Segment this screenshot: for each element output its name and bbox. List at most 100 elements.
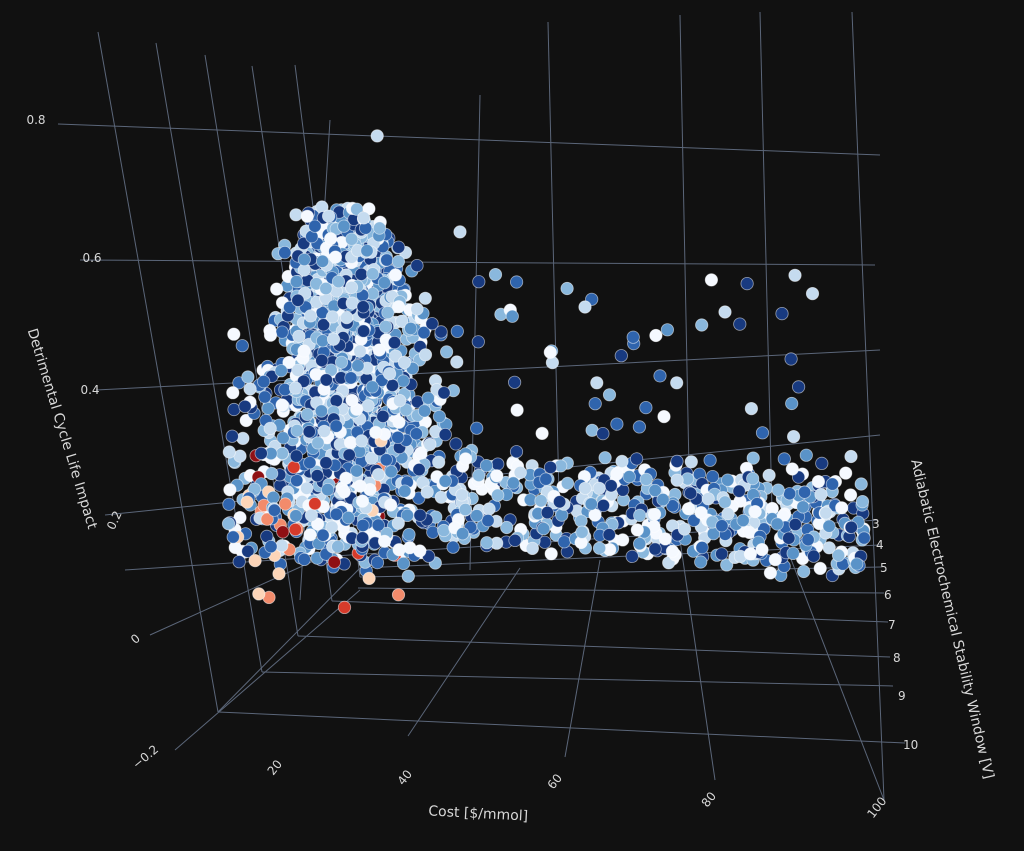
data-point bbox=[289, 208, 303, 222]
data-point bbox=[665, 499, 680, 513]
data-point bbox=[733, 317, 747, 331]
data-point bbox=[560, 281, 574, 296]
data-point bbox=[288, 381, 303, 395]
data-point bbox=[310, 469, 324, 483]
data-point bbox=[744, 401, 759, 416]
data-point bbox=[590, 376, 604, 390]
gridline bbox=[564, 559, 601, 758]
z-axis-title: Detrimental Cycle Life Impact bbox=[24, 327, 101, 532]
data-point bbox=[264, 539, 278, 554]
data-point bbox=[337, 600, 352, 615]
data-point bbox=[782, 531, 796, 545]
gridline bbox=[331, 600, 889, 623]
data-point bbox=[257, 374, 271, 389]
data-point bbox=[341, 510, 355, 525]
data-point bbox=[801, 533, 815, 547]
gridline bbox=[261, 671, 894, 687]
data-point bbox=[658, 532, 672, 546]
gridline bbox=[759, 11, 773, 511]
data-point bbox=[417, 404, 432, 418]
data-point bbox=[455, 488, 469, 502]
y-tick-label: 10 bbox=[903, 738, 918, 752]
gridline bbox=[851, 11, 885, 801]
data-point bbox=[835, 501, 849, 515]
data-point bbox=[446, 540, 460, 554]
data-point bbox=[656, 492, 670, 507]
data-point bbox=[379, 453, 393, 467]
data-point bbox=[450, 355, 464, 369]
data-point bbox=[391, 430, 405, 444]
data-point bbox=[705, 469, 720, 484]
data-point bbox=[356, 300, 370, 314]
data-point bbox=[317, 424, 331, 438]
data-point bbox=[241, 544, 255, 558]
data-point bbox=[540, 505, 555, 520]
data-point bbox=[325, 520, 339, 534]
data-point bbox=[796, 500, 810, 514]
data-point bbox=[785, 396, 799, 411]
data-point bbox=[649, 328, 663, 343]
x-tick-label: 80 bbox=[699, 789, 719, 810]
data-point bbox=[278, 246, 292, 260]
data-point bbox=[316, 528, 330, 542]
data-point bbox=[807, 549, 821, 563]
data-point bbox=[630, 523, 644, 537]
data-point bbox=[768, 552, 782, 567]
data-point bbox=[715, 519, 729, 533]
data-point bbox=[509, 445, 524, 459]
data-point bbox=[404, 321, 418, 336]
data-point bbox=[243, 382, 257, 396]
data-point bbox=[409, 427, 423, 441]
data-point bbox=[490, 469, 504, 483]
data-point bbox=[510, 403, 524, 417]
data-point bbox=[316, 318, 331, 332]
gridline bbox=[217, 711, 906, 744]
data-point bbox=[438, 427, 452, 442]
data-point bbox=[479, 458, 494, 473]
gridline bbox=[679, 539, 716, 781]
data-point bbox=[425, 317, 439, 331]
data-point bbox=[491, 457, 505, 471]
data-point bbox=[377, 276, 391, 290]
data-point bbox=[491, 488, 505, 502]
data-point bbox=[575, 525, 589, 539]
data-point bbox=[746, 471, 760, 486]
data-point bbox=[291, 293, 305, 307]
data-point bbox=[578, 300, 592, 314]
data-point bbox=[354, 267, 368, 281]
data-point bbox=[339, 471, 353, 485]
data-point bbox=[598, 451, 612, 465]
data-point bbox=[855, 494, 870, 509]
gridline bbox=[547, 21, 561, 541]
data-point bbox=[370, 555, 385, 570]
data-point bbox=[235, 339, 249, 353]
data-point bbox=[263, 328, 278, 342]
data-point bbox=[560, 476, 575, 490]
data-point bbox=[647, 507, 662, 521]
data-point bbox=[432, 455, 446, 469]
data-point bbox=[303, 309, 318, 323]
data-point bbox=[275, 539, 289, 553]
data-point bbox=[423, 437, 437, 452]
data-point bbox=[775, 306, 789, 321]
data-point bbox=[371, 467, 386, 482]
data-point bbox=[721, 473, 735, 487]
data-point bbox=[240, 495, 254, 509]
data-point bbox=[321, 209, 336, 223]
data-point bbox=[395, 314, 409, 328]
data-point bbox=[782, 487, 797, 501]
data-point bbox=[784, 352, 798, 366]
data-point bbox=[323, 232, 338, 246]
data-point bbox=[472, 275, 486, 289]
data-point bbox=[854, 477, 868, 491]
data-point bbox=[740, 276, 754, 291]
data-point bbox=[574, 514, 588, 528]
data-point bbox=[381, 305, 395, 320]
data-point bbox=[602, 528, 616, 542]
data-point bbox=[410, 302, 424, 316]
data-point bbox=[300, 407, 314, 421]
data-point bbox=[748, 504, 762, 519]
data-point bbox=[418, 291, 432, 305]
data-point bbox=[437, 386, 451, 400]
data-point bbox=[315, 353, 329, 367]
